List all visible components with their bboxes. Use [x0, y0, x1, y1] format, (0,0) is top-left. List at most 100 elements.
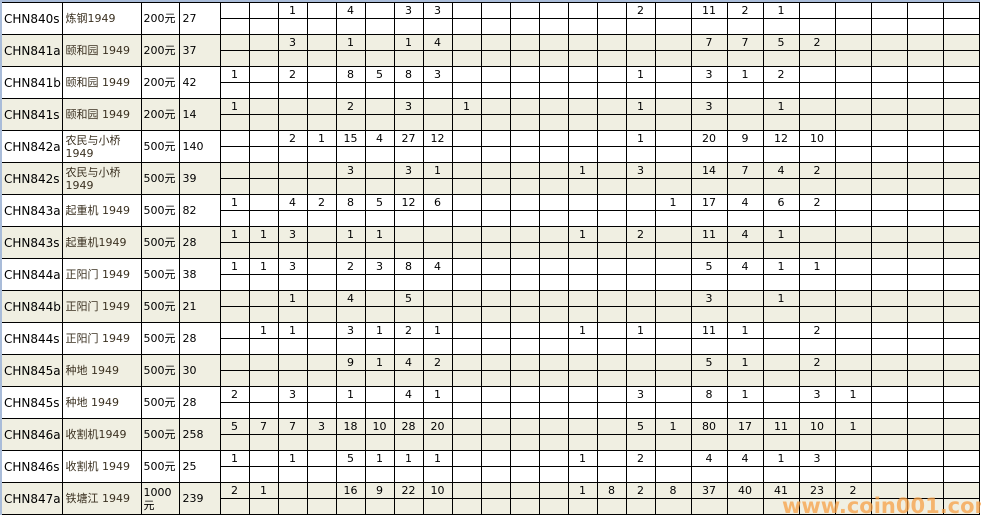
empty-cell[interactable]	[762, 306, 800, 323]
value-cell[interactable]: 1	[248, 226, 279, 243]
empty-cell[interactable]	[798, 306, 836, 323]
value-cell[interactable]: 23	[798, 482, 836, 499]
value-cell[interactable]	[596, 290, 627, 307]
value-cell[interactable]: 1	[219, 66, 250, 83]
value-cell[interactable]	[451, 194, 482, 211]
value-cell[interactable]	[306, 66, 337, 83]
empty-cell[interactable]	[834, 498, 872, 515]
value-cell[interactable]	[480, 130, 511, 147]
empty-cell[interactable]	[538, 306, 569, 323]
empty-cell[interactable]	[762, 114, 800, 131]
empty-cell[interactable]	[306, 178, 337, 195]
value-cell[interactable]: 3	[277, 226, 308, 243]
value-cell[interactable]: 1	[364, 354, 395, 371]
empty-cell[interactable]	[870, 178, 908, 195]
value-cell[interactable]	[906, 418, 944, 435]
empty-cell[interactable]	[306, 82, 337, 99]
empty-cell[interactable]	[870, 498, 908, 515]
empty-cell[interactable]	[625, 402, 656, 419]
value-cell[interactable]	[306, 482, 337, 499]
empty-cell[interactable]	[422, 210, 453, 227]
value-cell[interactable]: 2	[798, 354, 836, 371]
empty-cell[interactable]	[422, 146, 453, 163]
empty-cell[interactable]	[567, 338, 598, 355]
empty-cell[interactable]	[596, 434, 627, 451]
value-cell[interactable]	[942, 66, 980, 83]
empty-cell[interactable]	[306, 50, 337, 67]
denomination-cell[interactable]: 500元	[140, 418, 180, 451]
empty-cell[interactable]	[654, 178, 692, 195]
value-cell[interactable]	[870, 450, 908, 467]
value-cell[interactable]	[567, 2, 598, 19]
value-cell[interactable]	[870, 322, 908, 339]
value-cell[interactable]	[834, 162, 872, 179]
value-cell[interactable]: 3	[393, 98, 424, 115]
empty-cell[interactable]	[690, 18, 728, 35]
value-cell[interactable]	[834, 290, 872, 307]
value-cell[interactable]	[451, 258, 482, 275]
empty-cell[interactable]	[942, 18, 980, 35]
value-cell[interactable]	[248, 290, 279, 307]
empty-cell[interactable]	[567, 18, 598, 35]
value-cell[interactable]	[596, 322, 627, 339]
empty-cell[interactable]	[219, 466, 250, 483]
denomination-cell[interactable]: 500元	[140, 258, 180, 291]
value-cell[interactable]: 1	[726, 322, 764, 339]
empty-cell[interactable]	[480, 498, 511, 515]
value-cell[interactable]: 8	[690, 386, 728, 403]
value-cell[interactable]	[625, 34, 656, 51]
value-cell[interactable]: 4	[690, 450, 728, 467]
empty-cell[interactable]	[942, 434, 980, 451]
value-cell[interactable]: 18	[335, 418, 366, 435]
value-cell[interactable]: 1	[422, 322, 453, 339]
empty-cell[interactable]	[422, 498, 453, 515]
value-cell[interactable]	[248, 34, 279, 51]
empty-cell[interactable]	[219, 146, 250, 163]
value-cell[interactable]: 1	[393, 34, 424, 51]
value-cell[interactable]: 4	[364, 130, 395, 147]
value-cell[interactable]: 1	[762, 98, 800, 115]
empty-cell[interactable]	[306, 466, 337, 483]
empty-cell[interactable]	[277, 178, 308, 195]
value-cell[interactable]	[942, 34, 980, 51]
empty-cell[interactable]	[906, 50, 944, 67]
empty-cell[interactable]	[219, 242, 250, 259]
value-cell[interactable]	[596, 354, 627, 371]
value-cell[interactable]	[480, 194, 511, 211]
value-cell[interactable]	[480, 258, 511, 275]
value-cell[interactable]	[870, 482, 908, 499]
value-cell[interactable]: 1	[726, 386, 764, 403]
value-cell[interactable]: 1	[335, 34, 366, 51]
empty-cell[interactable]	[538, 274, 569, 291]
empty-cell[interactable]	[567, 274, 598, 291]
name-cell[interactable]: 起重机 1949	[61, 194, 142, 227]
value-cell[interactable]	[596, 66, 627, 83]
value-cell[interactable]: 2	[798, 162, 836, 179]
empty-cell[interactable]	[834, 434, 872, 451]
value-cell[interactable]	[596, 258, 627, 275]
value-cell[interactable]	[625, 258, 656, 275]
empty-cell[interactable]	[277, 50, 308, 67]
value-cell[interactable]: 2	[625, 482, 656, 499]
empty-cell[interactable]	[509, 82, 540, 99]
empty-cell[interactable]	[509, 114, 540, 131]
empty-cell[interactable]	[870, 434, 908, 451]
value-cell[interactable]	[451, 226, 482, 243]
value-cell[interactable]	[942, 482, 980, 499]
empty-cell[interactable]	[393, 402, 424, 419]
empty-cell[interactable]	[798, 114, 836, 131]
empty-cell[interactable]	[219, 338, 250, 355]
empty-cell[interactable]	[567, 114, 598, 131]
empty-cell[interactable]	[306, 498, 337, 515]
value-cell[interactable]: 11	[690, 322, 728, 339]
empty-cell[interactable]	[654, 370, 692, 387]
value-cell[interactable]	[870, 354, 908, 371]
empty-cell[interactable]	[567, 402, 598, 419]
empty-cell[interactable]	[834, 370, 872, 387]
value-cell[interactable]	[654, 162, 692, 179]
value-cell[interactable]	[364, 34, 395, 51]
empty-cell[interactable]	[248, 498, 279, 515]
value-cell[interactable]: 1	[219, 194, 250, 211]
empty-cell[interactable]	[942, 82, 980, 99]
empty-cell[interactable]	[798, 210, 836, 227]
